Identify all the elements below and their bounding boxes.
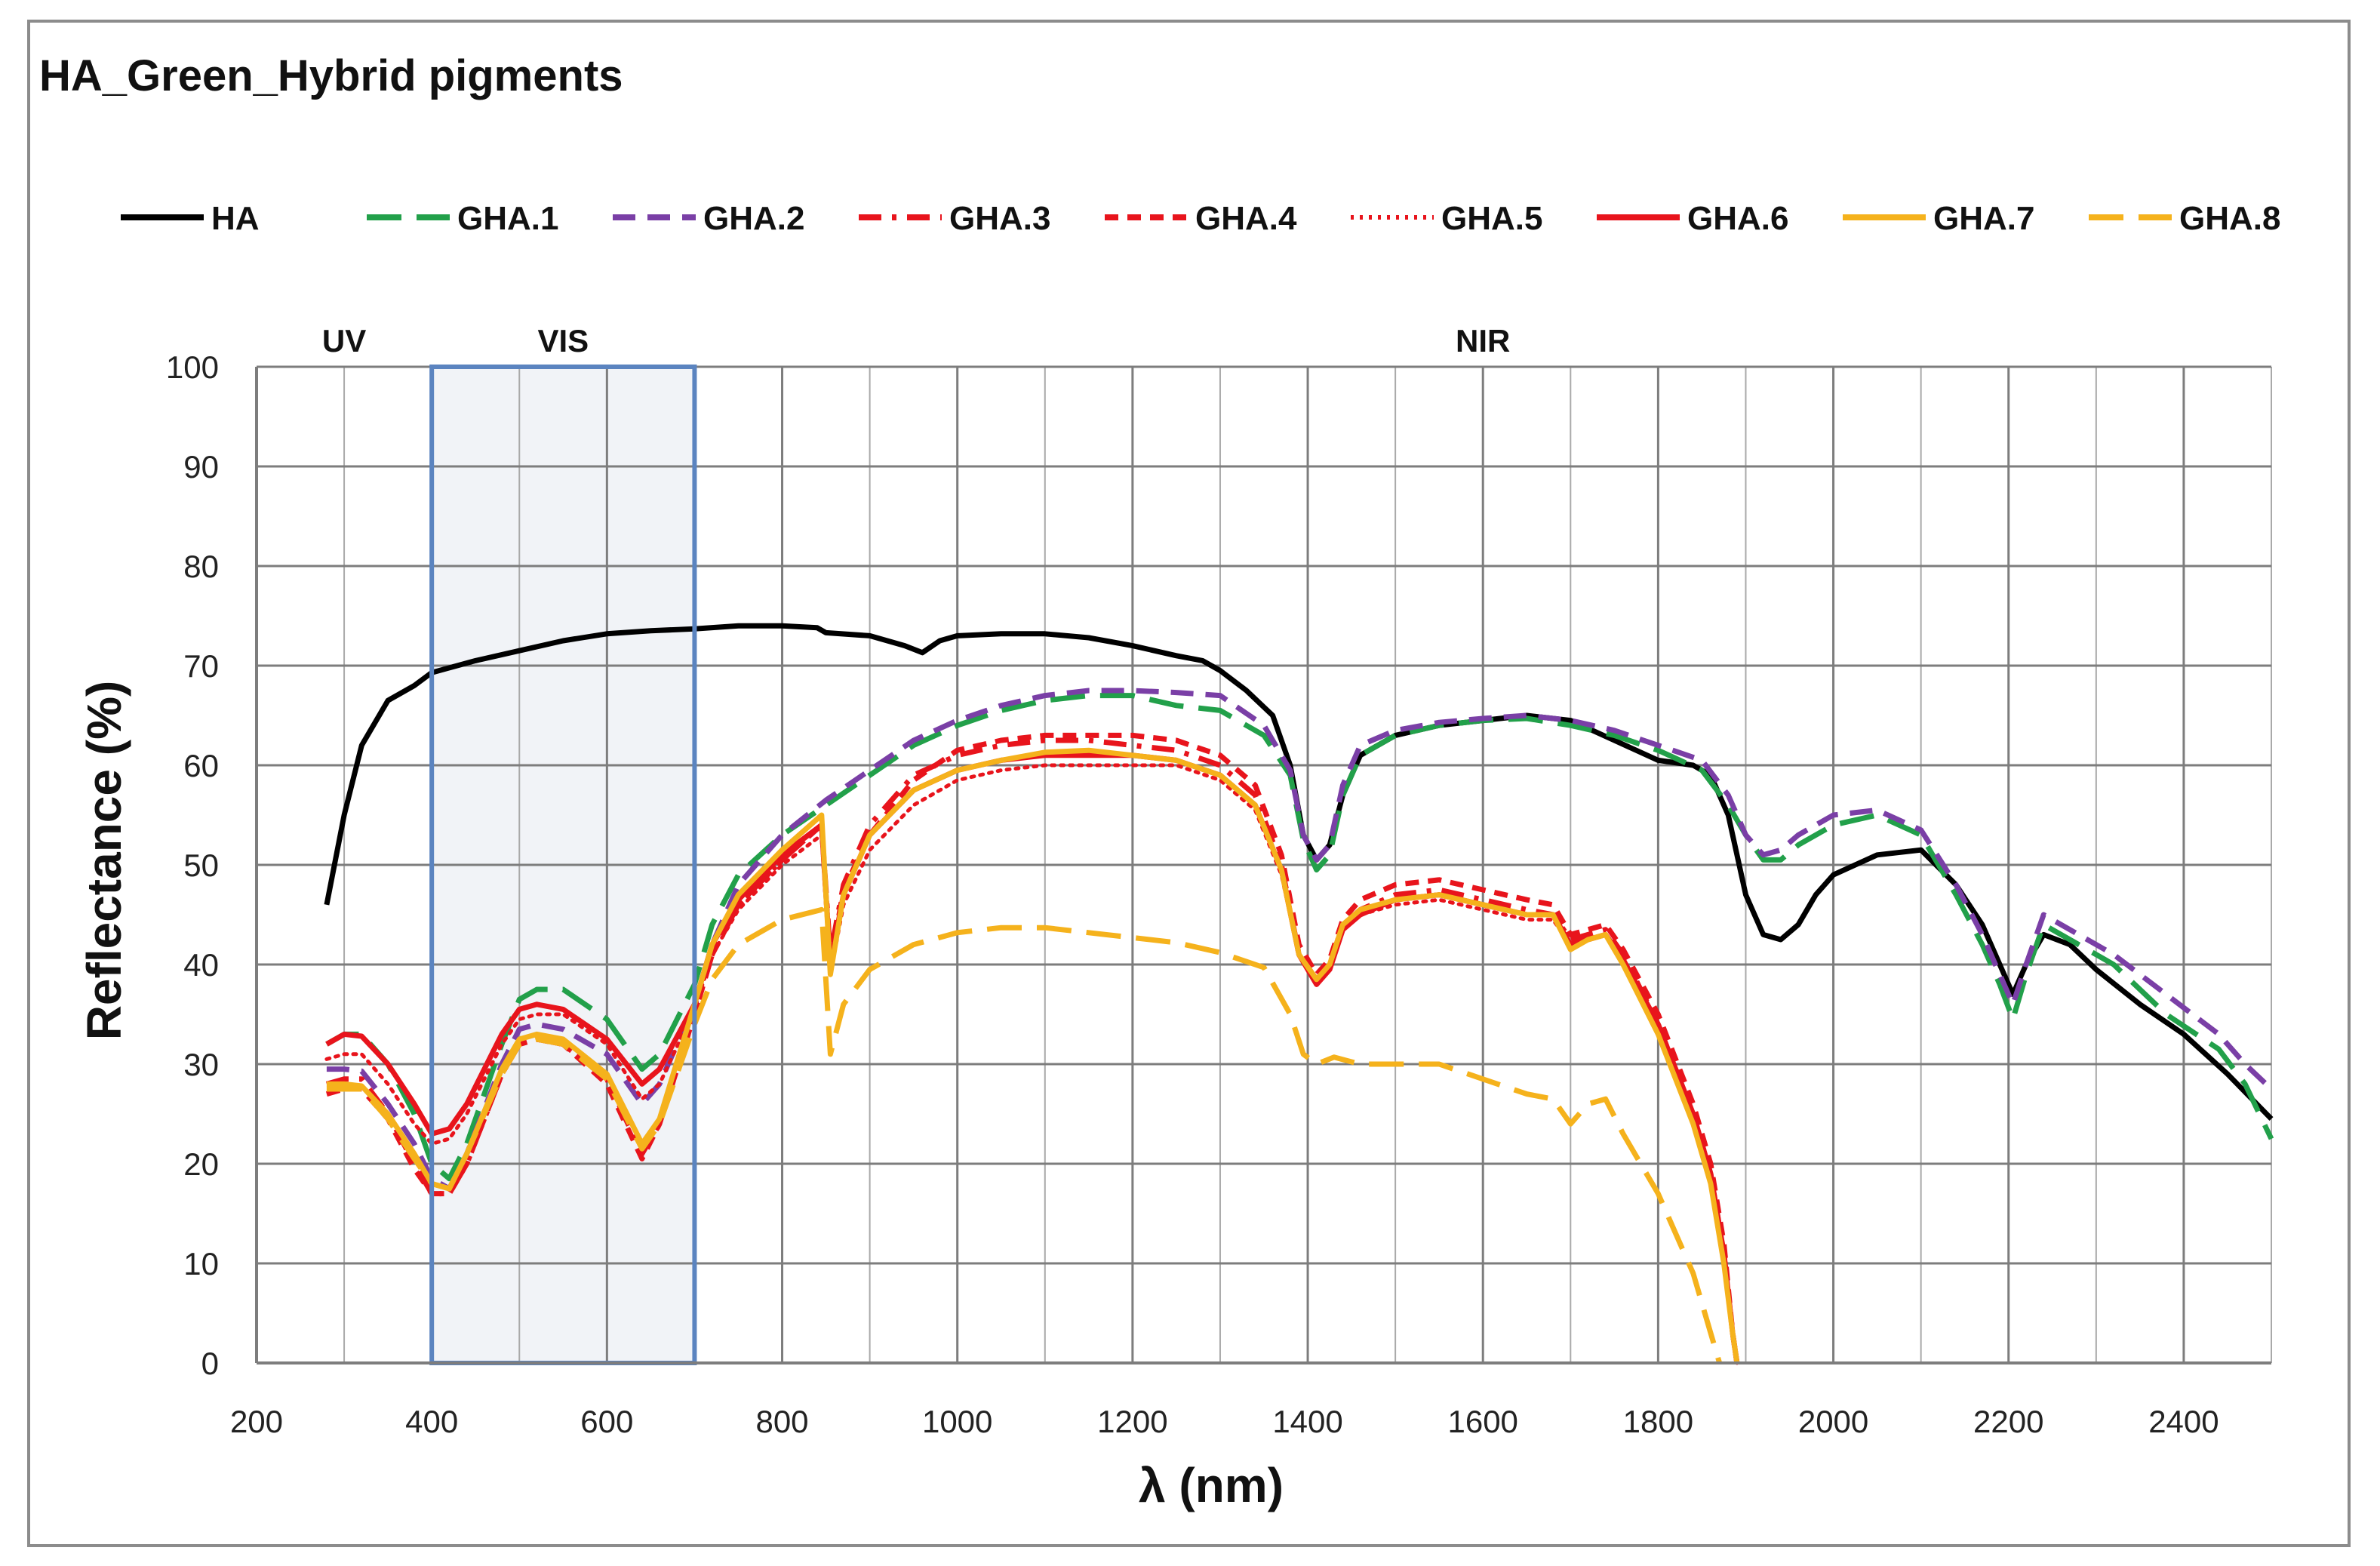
- y-axis-label: Reflectance (%): [77, 681, 131, 1041]
- legend-label: GHA.6: [1687, 200, 1788, 237]
- y-tick-label: 100: [166, 349, 219, 385]
- legend-label: GHA.3: [949, 200, 1050, 237]
- region-label-uv: UV: [322, 323, 366, 358]
- legend-label: HA: [211, 200, 260, 237]
- legend-item: GHA.6: [1597, 200, 1788, 237]
- series-line-gha-1: [325, 693, 2274, 1182]
- region-labels: UV VIS NIR: [322, 323, 1510, 358]
- x-tick-label: 800: [755, 1404, 808, 1439]
- series-line-gha-6: [325, 752, 1740, 1364]
- legend-label: GHA.7: [1933, 200, 2034, 237]
- region-label-nir: NIR: [1456, 323, 1510, 358]
- legend-item: GHA.7: [1843, 200, 2034, 237]
- y-tick-label: 30: [183, 1047, 219, 1082]
- x-tick-label: 400: [405, 1404, 458, 1439]
- y-tick-label: 0: [201, 1346, 219, 1381]
- region-label-vis: VIS: [537, 323, 589, 358]
- y-tick-label: 20: [183, 1146, 219, 1182]
- x-tick-label: 2200: [1973, 1404, 2043, 1439]
- x-axis-label: λ (nm): [1139, 1458, 1284, 1512]
- x-tick-label: 1000: [922, 1404, 992, 1439]
- series-line-gha-8: [326, 906, 1723, 1364]
- legend-item: GHA.3: [859, 200, 1050, 237]
- legend: HA GHA.1 GHA.2 GHA.3 GHA.4 GHA.5 GHA.6 GHA.7 GHA…: [121, 200, 2280, 237]
- x-tick-label: 1600: [1447, 1404, 1517, 1439]
- x-tick-label: 600: [580, 1404, 633, 1439]
- series-line-gha-2: [326, 688, 2274, 1192]
- y-tick-label: 90: [183, 449, 219, 485]
- x-tick-label: 2400: [2148, 1404, 2219, 1439]
- legend-label: GHA.8: [2179, 200, 2280, 237]
- y-tick-label: 70: [183, 648, 219, 684]
- x-tick-label: 1200: [1097, 1404, 1167, 1439]
- legend-label: GHA.2: [703, 200, 804, 237]
- x-tick-label: 1800: [1623, 1404, 1693, 1439]
- x-tick-label: 1400: [1272, 1404, 1342, 1439]
- x-tick-label: 2000: [1798, 1404, 1868, 1439]
- series-layer: [324, 623, 2274, 1365]
- legend-item: GHA.8: [2089, 200, 2280, 237]
- legend-label: GHA.4: [1195, 200, 1297, 237]
- axes: [255, 367, 2271, 1364]
- legend-item: HA: [121, 200, 260, 237]
- y-tick-label: 50: [183, 848, 219, 883]
- chart-frame: [27, 20, 2351, 1547]
- y-tick-label: 80: [183, 549, 219, 584]
- legend-item: GHA.1: [367, 200, 558, 237]
- series-line-gha-5: [324, 763, 1739, 1365]
- x-tick-label: 200: [230, 1404, 283, 1439]
- tick-labels: 200 400 600 800 1000 1200 1400 1600 1800 2000 2200…: [166, 349, 2219, 1439]
- legend-label: GHA.1: [457, 200, 558, 237]
- legend-item: GHA.5: [1351, 200, 1542, 237]
- chart-title: HA_Green_Hybrid pigments: [39, 51, 623, 100]
- legend-item: GHA.4: [1105, 200, 1297, 237]
- legend-label: GHA.5: [1441, 200, 1542, 237]
- series-line-gha-4: [325, 732, 1740, 1364]
- y-tick-label: 60: [183, 748, 219, 783]
- legend-item: GHA.2: [613, 200, 804, 237]
- y-tick-label: 40: [183, 947, 219, 983]
- y-tick-label: 10: [183, 1246, 219, 1281]
